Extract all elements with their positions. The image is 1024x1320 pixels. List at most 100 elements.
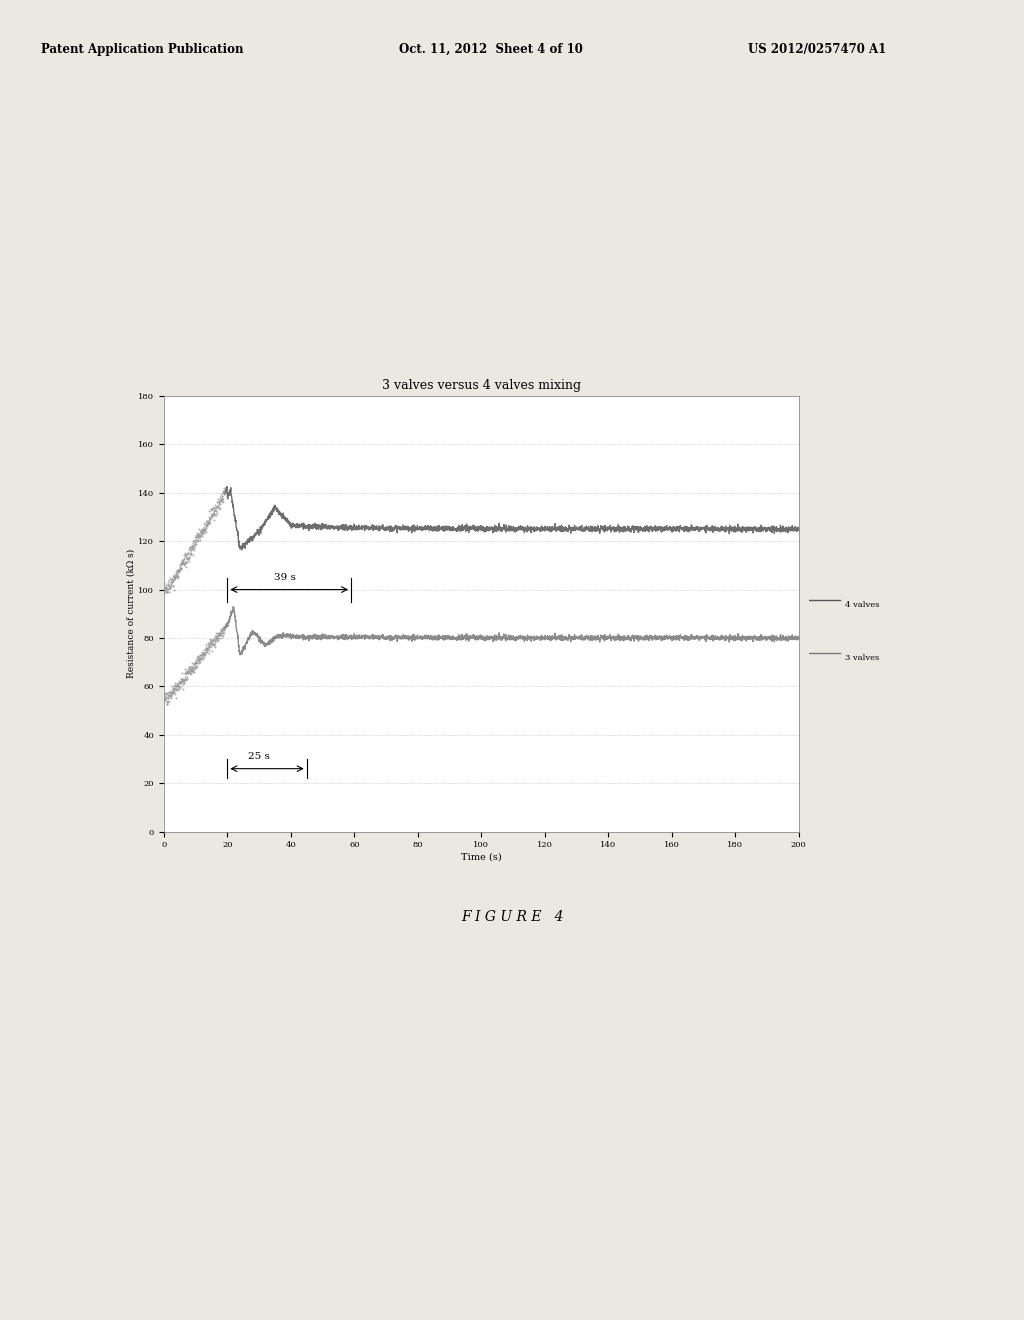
Point: [196, 523, 212, 544]
Point: [166, 681, 182, 702]
Point: [187, 527, 204, 548]
Point: [165, 568, 181, 589]
Point: [167, 569, 183, 590]
Point: [176, 545, 193, 566]
Point: [173, 669, 189, 690]
Point: [163, 572, 179, 593]
Point: [174, 552, 190, 573]
Point: [212, 624, 228, 645]
Point: [161, 581, 177, 602]
Point: [175, 553, 191, 574]
Point: [173, 673, 189, 694]
Point: [177, 667, 194, 688]
Point: [198, 510, 214, 531]
Point: [190, 648, 207, 669]
Point: [209, 628, 225, 649]
Point: [184, 537, 201, 558]
Point: [187, 524, 204, 545]
Point: [156, 579, 172, 601]
Point: [184, 545, 201, 566]
Point: [188, 525, 205, 546]
Point: [161, 685, 177, 706]
Point: [180, 661, 197, 682]
Point: [191, 645, 208, 667]
Point: [188, 529, 205, 550]
Point: [203, 503, 219, 524]
Point: [178, 545, 195, 566]
Point: [169, 675, 185, 696]
Point: [200, 636, 216, 657]
Point: [202, 628, 218, 649]
Point: [191, 652, 208, 673]
Point: [205, 634, 221, 655]
Point: [180, 659, 197, 680]
Point: [167, 565, 183, 586]
Point: [185, 661, 202, 682]
Point: [180, 548, 197, 569]
Point: [175, 552, 191, 573]
Point: [176, 669, 193, 690]
Point: [173, 553, 189, 574]
Point: [211, 498, 227, 519]
Point: [197, 519, 213, 540]
Point: [195, 642, 211, 663]
Point: [208, 628, 224, 649]
Point: [179, 544, 196, 565]
Point: [198, 640, 214, 661]
Point: [196, 647, 212, 668]
Point: [160, 578, 176, 599]
Point: [178, 663, 195, 684]
Point: [156, 573, 172, 594]
Point: [204, 630, 220, 651]
Point: [195, 519, 211, 540]
Point: [166, 681, 182, 702]
Point: [182, 543, 199, 564]
Point: [181, 660, 198, 681]
Point: [207, 630, 223, 651]
Point: [197, 643, 213, 664]
Point: [212, 490, 228, 511]
Point: [159, 682, 175, 704]
Point: [177, 659, 194, 680]
Point: [183, 659, 200, 680]
Point: [208, 496, 224, 517]
Point: [200, 513, 216, 535]
Point: [215, 482, 231, 503]
Point: [166, 570, 182, 591]
Point: [178, 544, 195, 565]
Point: [211, 624, 227, 645]
Point: [187, 656, 204, 677]
Point: [181, 656, 198, 677]
Point: [183, 536, 200, 557]
Point: [190, 524, 207, 545]
Point: [179, 661, 196, 682]
Point: [200, 512, 216, 533]
Point: [212, 620, 228, 642]
Point: [156, 688, 172, 709]
Point: [157, 577, 173, 598]
Point: [189, 528, 206, 549]
Point: [170, 566, 186, 587]
Point: [187, 529, 204, 550]
Point: [172, 672, 188, 693]
Point: [171, 561, 187, 582]
Point: [181, 548, 198, 569]
Point: [163, 685, 179, 706]
Point: [161, 576, 177, 597]
Y-axis label: Resistance of current (kΩ s): Resistance of current (kΩ s): [126, 549, 135, 678]
Point: [162, 568, 178, 589]
Point: [214, 491, 230, 512]
Point: [157, 682, 173, 704]
Point: [157, 583, 173, 605]
Point: [162, 684, 178, 705]
Point: [204, 636, 220, 657]
Point: [200, 638, 216, 659]
Point: [197, 520, 213, 541]
Point: [214, 622, 230, 643]
Point: [206, 628, 222, 649]
Point: [198, 515, 214, 536]
Point: [210, 624, 226, 645]
Point: [212, 624, 228, 645]
Point: [190, 652, 207, 673]
Point: [194, 648, 210, 669]
